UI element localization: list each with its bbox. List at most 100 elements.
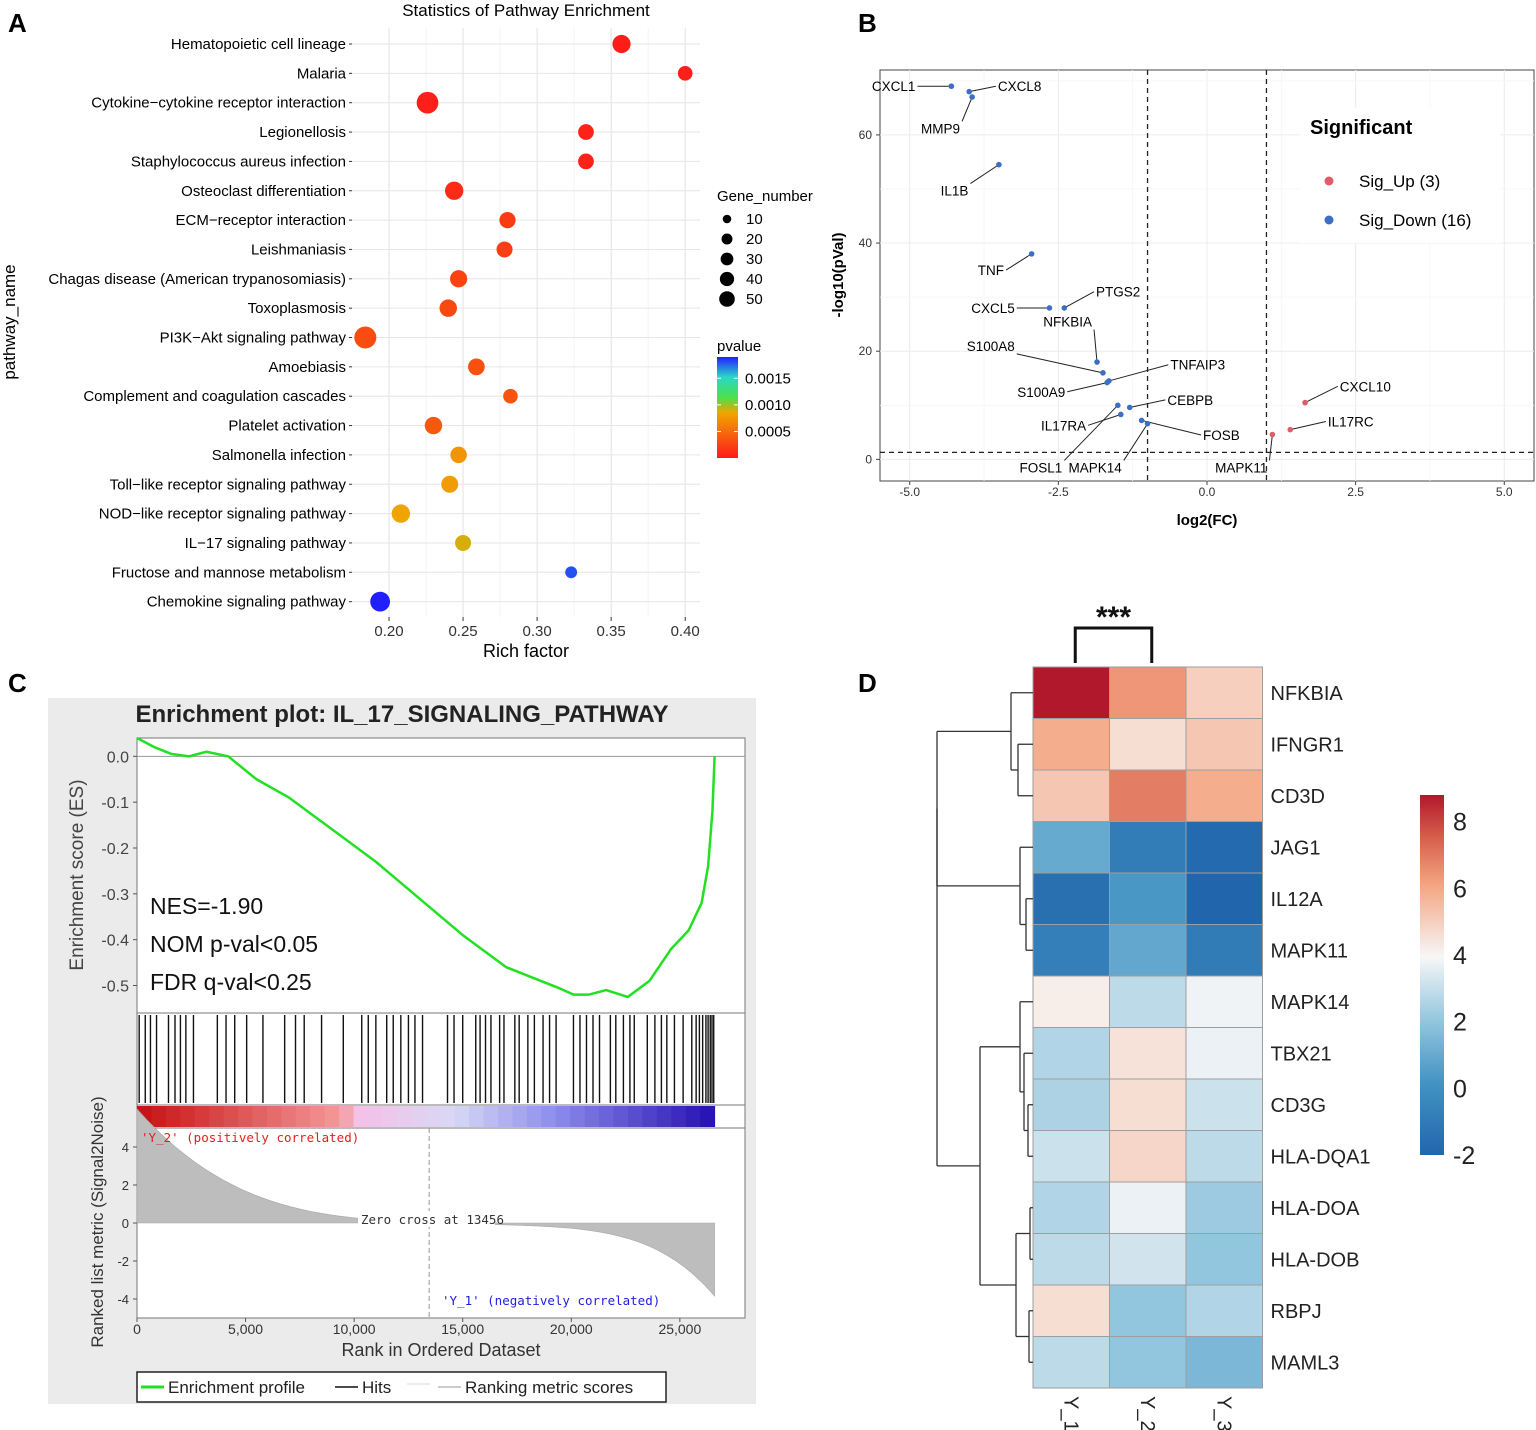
- es-y-tick-label: -0.1: [101, 795, 129, 812]
- gene-label: IL17RA: [1041, 418, 1086, 433]
- x-tick-label: -5.0: [899, 485, 920, 499]
- y-tick-label: 60: [859, 128, 873, 142]
- data-point: [499, 211, 516, 229]
- pathway-label: Leishmaniasis: [251, 241, 346, 258]
- column-label: Y_2: [1136, 1396, 1158, 1430]
- heatmap-cell: [1032, 1181, 1110, 1234]
- colorbar: [1420, 795, 1444, 1155]
- panel-b-volcano-plot: -5.0 -2.5 0.0 2.5 5.0 0 20 40 60 log2(FC) -log10(p…: [830, 69, 1535, 529]
- legend-hits-label: Hits: [362, 1378, 391, 1397]
- pathway-label: Osteoclast differentiation: [181, 183, 346, 200]
- gene-label: FOSL1: [1020, 460, 1063, 475]
- metric-y-tick-label: 0: [122, 1216, 129, 1231]
- x-tick-label: 5,000: [228, 1321, 263, 1337]
- row-label: JAG1: [1271, 837, 1321, 859]
- gene-point: [948, 83, 955, 90]
- gene-label: S100A8: [967, 339, 1015, 354]
- rank-band-segment: [700, 1106, 716, 1127]
- legend-ranking-label: Ranking metric scores: [465, 1378, 633, 1397]
- colorbar-tick-label: 4: [1453, 942, 1467, 970]
- gene-point: [996, 161, 1002, 168]
- row-label: HLA-DOA: [1271, 1198, 1361, 1220]
- pathway-label: Chagas disease (American trypanosomiasis…: [48, 271, 346, 288]
- x-tick-label: 0.20: [374, 623, 403, 640]
- y-axis-label: pathway_name: [0, 264, 19, 379]
- rank-band-segment: [180, 1106, 196, 1127]
- pathway-label: Malaria: [297, 65, 347, 82]
- panel-label-a: A: [8, 8, 27, 38]
- panel-a-bubble-chart: Statistics of Pathway Enrichment Hematopo…: [0, 1, 813, 661]
- gene-point: [1302, 399, 1308, 406]
- size-legend-dot: [719, 271, 735, 287]
- heatmap-cell: [1185, 1027, 1263, 1080]
- chart-title: Statistics of Pathway Enrichment: [402, 1, 650, 20]
- gene-point: [1061, 305, 1068, 311]
- gene-point: [1104, 379, 1110, 386]
- legend-marker: [1324, 176, 1334, 186]
- data-point: [450, 446, 467, 464]
- x-tick-label: 10,000: [333, 1321, 376, 1337]
- enrichment-profile-line: [136, 736, 716, 999]
- rank-band-segment: [324, 1106, 340, 1127]
- panel-d-heatmap: NFKBIA IFNGR1 CD3D JAG1 IL12A MAPK11 MAPK14 TBX…: [936, 601, 1475, 1430]
- pathway-label: ECM−receptor interaction: [176, 212, 347, 229]
- legend-enrichment-label: Enrichment profile: [168, 1378, 305, 1397]
- pathway-label: PI3K−Akt signaling pathway: [160, 330, 347, 347]
- heatmap-cell: [1032, 1130, 1110, 1183]
- es-y-tick-label: -0.3: [101, 887, 129, 904]
- rank-band-segment: [353, 1106, 369, 1127]
- data-point: [468, 358, 485, 376]
- rank-band-segment: [194, 1106, 210, 1127]
- size-legend-label: 20: [746, 231, 763, 248]
- data-point: [565, 566, 578, 579]
- heatmap-cell: [1032, 872, 1110, 925]
- row-label: HLA-DOB: [1271, 1249, 1360, 1271]
- x-tick-label: 0.40: [671, 623, 700, 640]
- y-axis-label: -log10(pVal): [830, 232, 847, 317]
- data-point: [439, 299, 457, 317]
- rank-band-segment: [512, 1106, 528, 1127]
- gsea-legend-box: [136, 1371, 667, 1403]
- negative-correlation-label: 'Y_1' (negatively correlated): [442, 1293, 660, 1308]
- rank-band-segment: [599, 1106, 615, 1127]
- es-y-tick-label: -0.4: [101, 933, 129, 950]
- rank-band-segment: [151, 1106, 167, 1127]
- rank-band-segment: [368, 1106, 383, 1127]
- rank-band-segment: [310, 1106, 326, 1127]
- pathway-label: Cytokine−cytokine receptor interaction: [91, 95, 346, 112]
- label-leader-line: [1123, 423, 1148, 461]
- x-tick-label: -2.5: [1048, 485, 1069, 499]
- data-point: [354, 326, 377, 349]
- heatmap-cell: [1109, 924, 1187, 977]
- heatmap-cell: [1109, 1078, 1187, 1131]
- row-label: CD3G: [1271, 1095, 1327, 1117]
- row-label: NFKBIA: [1271, 683, 1344, 705]
- color-legend-label: 0.0010: [745, 397, 791, 414]
- colorbar-tick-label: 0: [1453, 1075, 1467, 1103]
- heatmap-cell: [1109, 1181, 1187, 1234]
- row-label: MAPK14: [1271, 992, 1350, 1014]
- color-legend-bar: [717, 357, 738, 458]
- label-leader-line: [961, 96, 973, 122]
- row-label: CD3D: [1271, 786, 1325, 808]
- gene-point: [966, 88, 972, 95]
- size-legend-label: 30: [746, 251, 763, 268]
- gene-point: [1126, 404, 1133, 411]
- heatmap-cell: [1185, 666, 1263, 719]
- heatmap-cell: [1109, 975, 1187, 1028]
- data-point: [503, 388, 518, 404]
- label-leader-line: [1093, 329, 1098, 363]
- heatmap-cell: [1109, 1027, 1187, 1080]
- heatmap-cell: [1032, 1233, 1110, 1286]
- heatmap-cell: [1032, 1078, 1110, 1131]
- rank-band-segment: [498, 1106, 513, 1127]
- metric-y-tick-label: -4: [117, 1292, 129, 1307]
- heatmap-cell: [1109, 1233, 1187, 1286]
- rank-band-segment: [165, 1106, 181, 1127]
- row-label: MAPK11: [1271, 940, 1348, 962]
- label-leader-line: [969, 85, 997, 93]
- rank-band-segment: [642, 1106, 658, 1127]
- legend-label: Sig_Up (3): [1359, 172, 1440, 191]
- row-label: TBX21: [1271, 1043, 1332, 1065]
